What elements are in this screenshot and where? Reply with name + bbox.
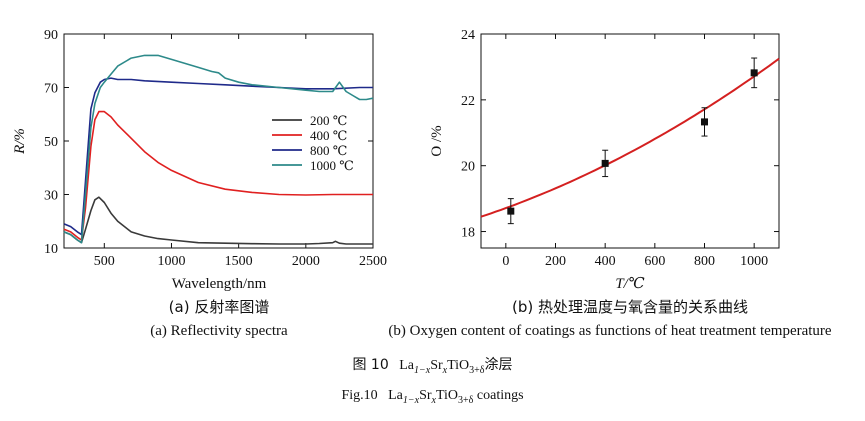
- figure-number-cn: 图 10: [352, 357, 389, 373]
- formula-tio-en: TiO: [435, 388, 459, 403]
- panel-a-xtick-label: 2000: [292, 254, 320, 269]
- panel-b-caption-cn: (b) 热处理温度与氧含量的关系曲线: [512, 298, 748, 316]
- panel-a-xlabel: Wavelength/nm: [172, 276, 267, 292]
- panel-b-ytick-label: 20: [461, 160, 475, 175]
- data-point: [601, 159, 609, 167]
- panel-a-xtick-label: 500: [94, 254, 115, 269]
- legend-label: 200 ℃: [310, 113, 347, 128]
- panel-b-caption-en: (b) Oxygen content of coatings as functi…: [388, 323, 832, 339]
- panel-a-ylabel: R/%: [12, 128, 28, 155]
- panel-a-ticks: 500 1000 1500 2000 2500 10 30 50 70 90: [44, 28, 387, 269]
- panel-a-xtick-label: 1000: [157, 254, 185, 269]
- formula-tio: TiO: [447, 358, 470, 373]
- panel-b-ytick-label: 24: [461, 28, 475, 43]
- panel-b-xtick-label: 0: [502, 254, 509, 269]
- panel-a-series: [63, 54, 374, 245]
- figure-title-cn: 图 10 La1−xSrxTiO3+δ涂层: [0, 354, 865, 376]
- panel-b-xtick-label: 600: [644, 254, 665, 269]
- legend-label: 400 ℃: [310, 128, 347, 143]
- series-line-1000c: [63, 54, 374, 244]
- panel-b-frame: [480, 33, 780, 249]
- data-point: [507, 207, 515, 215]
- formula-o-sub: 3+δ: [469, 364, 485, 376]
- legend-label: 1000 ℃: [310, 158, 354, 173]
- panel-b-ylabel: O /%: [429, 125, 445, 156]
- panel-a-ytick-label: 70: [44, 82, 58, 97]
- panel-b-xtick-label: 200: [545, 254, 566, 269]
- panel-a-xtick-label: 2500: [359, 254, 387, 269]
- figure-suffix-en: coatings: [473, 388, 524, 403]
- formula-sr-sub: x: [442, 364, 448, 376]
- panel-a-ytick-label: 90: [44, 28, 58, 43]
- formula-sr-en: Sr: [419, 388, 432, 403]
- panel-a-ytick-label: 50: [44, 135, 58, 150]
- formula-o-sub-en: 3+δ: [458, 394, 474, 406]
- fit-curve: [480, 57, 780, 218]
- panel-b-xtick-label: 400: [595, 254, 616, 269]
- data-point: [701, 118, 708, 126]
- panel-b-fit: [480, 57, 780, 218]
- formula-la-sub-en: 1−x: [402, 394, 420, 406]
- panel-b-ytick-label: 18: [461, 226, 475, 241]
- legend-label: 800 ℃: [310, 143, 347, 158]
- figure-suffix-cn: 涂层: [484, 357, 513, 373]
- formula-la-en: La: [388, 388, 403, 403]
- panel-a-ytick-label: 10: [44, 242, 58, 257]
- data-point: [750, 69, 758, 77]
- panel-a-caption-en: (a) Reflectivity spectra: [150, 323, 288, 339]
- panel-b-xlabel: T/℃: [615, 276, 645, 292]
- formula-la: La: [399, 358, 414, 373]
- formula-sr-sub-en: x: [431, 394, 436, 406]
- panel-b-xtick-label: 800: [694, 254, 715, 269]
- panel-b-xtick-label: 1000: [740, 254, 768, 269]
- panel-a-caption-cn: (a) 反射率图谱: [169, 298, 270, 316]
- formula-la-sub: 1−x: [414, 364, 431, 376]
- formula-sr: Sr: [430, 358, 443, 373]
- panel-b-ytick-label: 22: [461, 94, 475, 109]
- series-line-200c: [63, 196, 373, 245]
- panel-a-xtick-label: 1500: [225, 254, 253, 269]
- panel-a-ytick-label: 30: [44, 189, 58, 204]
- panel-b-points: [507, 57, 758, 225]
- figure-title-en: Fig.10 La1−xSrxTiO3+δ coatings: [0, 388, 865, 406]
- figure-number-en: Fig.10: [341, 388, 378, 403]
- panel-b-ticks: 0 200 400 600 800 1000 18 20 22 24: [461, 28, 779, 269]
- panel-b: 0 200 400 600 800 1000 18 20 22 24 T/℃ O /% (b) 热…: [388, 28, 832, 339]
